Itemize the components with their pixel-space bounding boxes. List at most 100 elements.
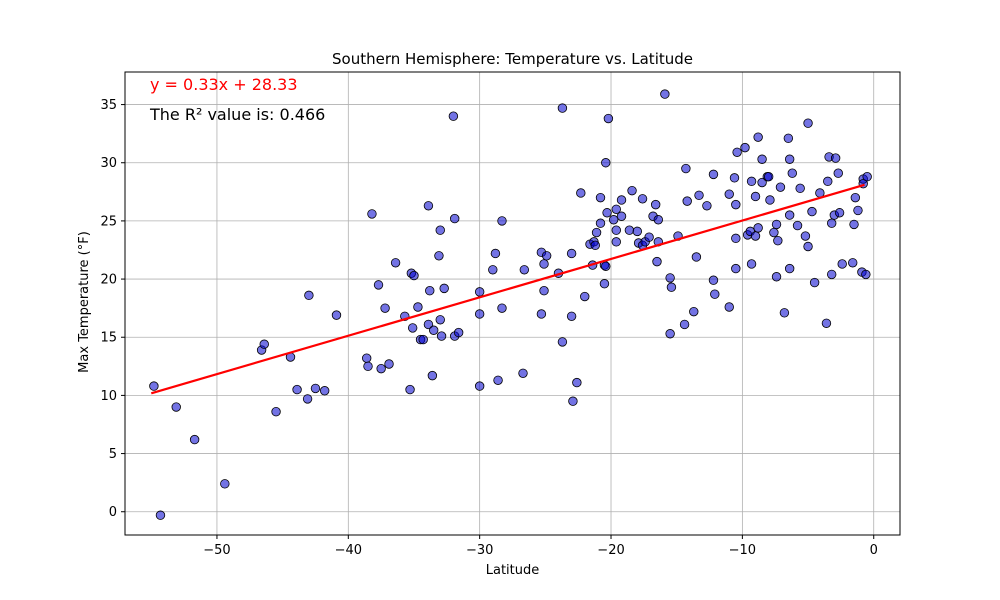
plot-frame: [124, 71, 901, 536]
data-point: [595, 192, 606, 203]
data-point: [376, 363, 386, 374]
data-point: [652, 256, 662, 267]
y-tick-label: 35: [100, 98, 117, 113]
data-point: [809, 277, 820, 288]
data-point: [807, 206, 817, 217]
y-tick-label: 20: [100, 273, 117, 288]
data-point: [830, 153, 841, 163]
data-point: [539, 286, 549, 296]
data-point: [724, 302, 734, 312]
data-point: [850, 192, 861, 203]
chart-title: Southern Hemisphere: Temperature vs. Lat…: [332, 50, 693, 68]
data-point: [731, 263, 741, 274]
data-point: [679, 319, 690, 330]
data-point: [837, 259, 847, 269]
data-point: [800, 231, 811, 241]
y-axis-label: Max Temperature (°F): [77, 231, 92, 373]
data-point: [784, 210, 795, 220]
data-point: [566, 248, 577, 259]
data-point: [580, 291, 590, 302]
data-point: [363, 361, 373, 372]
data-point: [624, 225, 635, 235]
data-point: [775, 182, 786, 192]
data-point: [702, 201, 712, 211]
data-point: [405, 384, 415, 395]
data-point: [149, 381, 159, 391]
data-point: [862, 171, 872, 182]
data-point: [732, 147, 742, 157]
data-point: [488, 265, 498, 275]
r-squared-label: The R² value is: 0.466: [149, 105, 325, 124]
data-point: [474, 309, 485, 319]
data-point: [637, 194, 648, 204]
data-point: [435, 225, 445, 235]
data-point: [373, 280, 384, 290]
y-tick-label: 25: [100, 214, 117, 229]
data-point: [367, 209, 377, 219]
data-point: [833, 168, 843, 178]
data-point: [848, 258, 858, 268]
data-point: [787, 168, 797, 178]
data-point: [434, 251, 444, 261]
x-tick-label: 0: [870, 543, 878, 558]
data-point: [576, 188, 586, 198]
data-point: [601, 261, 611, 271]
data-point: [779, 308, 790, 318]
data-point: [428, 325, 439, 335]
data-point: [453, 327, 464, 338]
data-point: [423, 201, 434, 211]
data-point: [423, 319, 434, 330]
data-point: [750, 191, 761, 202]
data-point: [450, 213, 460, 224]
data-point: [590, 240, 600, 251]
data-point: [803, 118, 813, 128]
data-point: [566, 311, 577, 321]
data-point: [425, 286, 435, 296]
data-point: [436, 331, 447, 341]
data-point: [497, 303, 507, 313]
data-point: [407, 323, 418, 333]
data-point: [753, 223, 763, 233]
data-point: [691, 252, 702, 262]
data-point: [771, 272, 782, 282]
data-point: [769, 227, 779, 238]
y-tick-label: 10: [100, 389, 117, 404]
data-point: [784, 263, 795, 274]
data-point: [155, 510, 166, 520]
data-point: [599, 279, 610, 289]
data-point: [653, 215, 664, 225]
data-point: [660, 89, 670, 99]
data-point: [518, 368, 528, 378]
data-point: [448, 111, 459, 121]
x-tick-label: −50: [203, 543, 230, 558]
data-point: [746, 259, 757, 269]
data-point: [644, 232, 654, 242]
data-point: [826, 269, 837, 280]
data-point: [849, 219, 859, 230]
data-point: [773, 235, 783, 246]
x-tick-label: −30: [466, 543, 493, 558]
regression-equation: y = 0.33x + 28.33: [150, 75, 298, 94]
data-point: [708, 169, 719, 180]
data-point: [568, 396, 578, 406]
data-point: [731, 199, 741, 210]
data-point: [380, 303, 390, 313]
data-point: [616, 195, 627, 205]
data-point: [557, 337, 568, 347]
data-point: [753, 132, 763, 142]
data-point: [302, 394, 313, 404]
data-point: [493, 375, 503, 385]
data-point: [572, 377, 582, 388]
data-point: [611, 237, 621, 247]
data-point: [784, 154, 795, 164]
data-point: [853, 205, 863, 216]
data-point: [665, 273, 675, 283]
data-point: [541, 251, 552, 261]
regression-line: [150, 183, 865, 395]
data-point: [740, 142, 750, 153]
data-point: [821, 318, 832, 328]
data-point: [803, 241, 813, 252]
y-tick-label: 30: [100, 156, 117, 171]
data-point: [608, 215, 619, 225]
x-tick-label: −40: [335, 543, 362, 558]
